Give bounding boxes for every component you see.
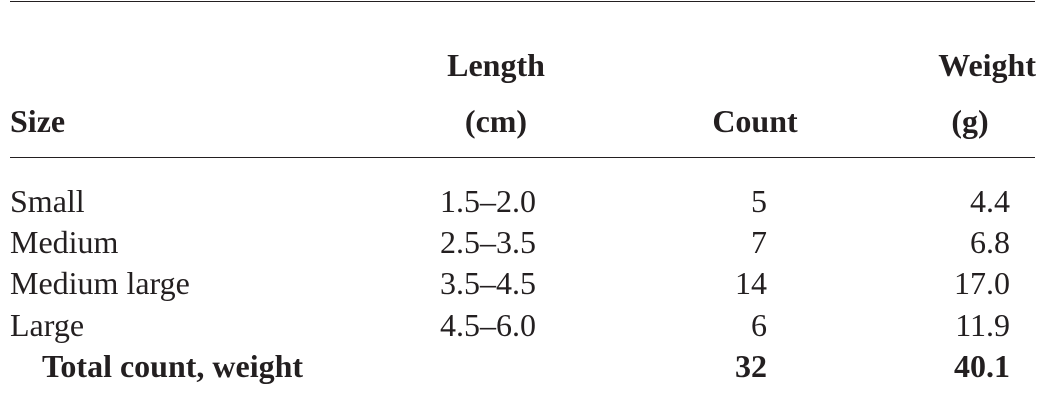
total-weight: 40.1 <box>954 348 1010 384</box>
header-size: Size <box>10 103 66 139</box>
row-length: 1.5–2.0 <box>440 183 536 219</box>
row-length: 2.5–3.5 <box>440 224 536 260</box>
row-size: Large <box>10 307 85 343</box>
row-count: 6 <box>751 307 767 343</box>
row-weight: 17.0 <box>954 265 1010 301</box>
total-label: Total count, weight <box>42 348 304 384</box>
header-length-line2: (cm) <box>464 103 528 139</box>
row-size: Medium <box>10 224 119 260</box>
row-length: 3.5–4.5 <box>440 265 536 301</box>
total-count: 32 <box>735 348 767 384</box>
header-length-line1: Length <box>447 47 545 83</box>
row-count: 7 <box>751 224 767 260</box>
row-size: Small <box>10 183 85 219</box>
row-weight: 11.9 <box>955 307 1010 343</box>
row-weight: 4.4 <box>970 183 1010 219</box>
top-rule <box>10 1 1035 2</box>
row-size: Medium large <box>10 265 190 301</box>
header-count: Count <box>712 103 798 139</box>
header-rule <box>10 157 1035 158</box>
header-weight-line1: Weight <box>938 47 1036 83</box>
row-length: 4.5–6.0 <box>440 307 536 343</box>
row-count: 5 <box>751 183 767 219</box>
header-weight-line2: (g) <box>951 103 989 139</box>
row-count: 14 <box>735 265 767 301</box>
row-weight: 6.8 <box>970 224 1010 260</box>
